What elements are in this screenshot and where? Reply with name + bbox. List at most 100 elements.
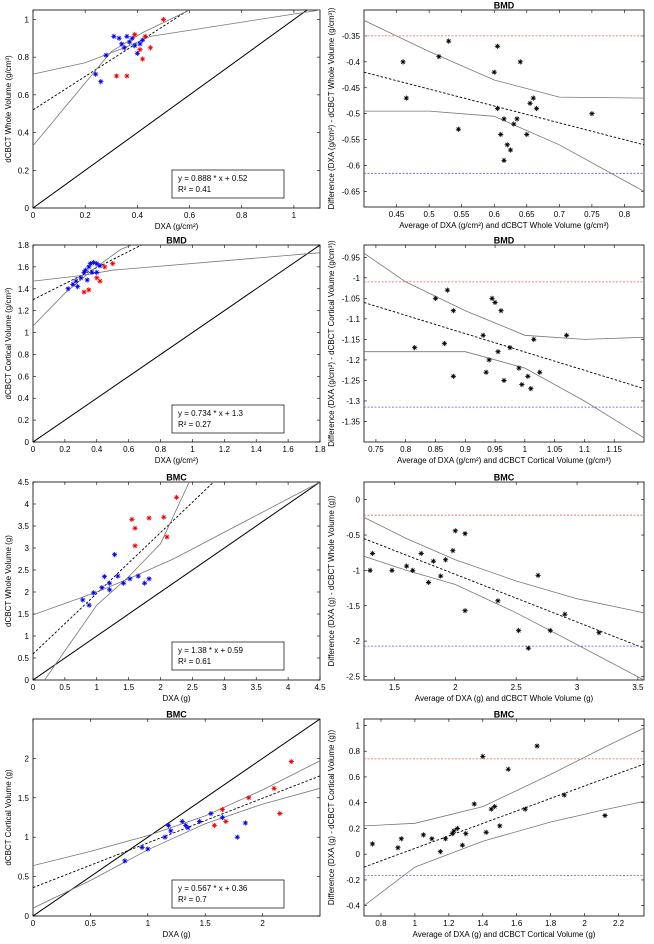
ci-upper-curve [364,727,644,827]
x-tick-label: 0.85 [428,445,444,454]
data-point-blue [126,39,133,45]
data-point-diff [429,836,435,842]
x-tick-label: 0.5 [424,210,436,219]
identity-line [33,719,320,916]
data-point-blue [90,590,97,596]
data-point-diff [446,38,452,44]
x-tick-label: 1.6 [511,919,523,928]
data-point-blue [112,552,118,558]
ci-lower-curve [33,245,133,327]
data-point-blue [116,35,122,41]
x-tick-label: 1.5 [123,683,135,692]
x-axis-label: Average of DXA (g) and dCBCT Whole Volum… [415,694,594,703]
data-point-diff [501,377,507,384]
identity-line [33,482,320,680]
data-point-diff [494,105,501,112]
data-point-diff [535,572,541,578]
y-tick-label: 0 [25,676,30,685]
r-squared: R² = 0.7 [178,895,207,904]
x-tick-label: 0.8 [375,919,387,928]
x-tick-label: 0.4 [132,211,144,220]
y-tick-label: 2.5 [18,566,30,575]
y-tick-label: -0.45 [342,84,361,93]
y-tick-label: 0.6 [349,773,361,782]
chart-title: BMC [166,710,187,720]
chart-p4: 0.75 0.8 0.85 0.9 0.95 1 1.05 1.1 1.15 -1.35 -1.3 -… [327,236,645,465]
chart-title: BMC [494,473,515,483]
y-tick-label: 1.6 [18,263,30,272]
y-tick-label: -1.5 [346,602,360,611]
data-point-diff [488,806,494,812]
chart-p1: 0 0.2 0.4 0.6 0.8 1 0 0.2 0.4 0.6 0.8 1 DXA (g/cm²) d… [4,9,321,231]
data-point-blue [196,818,203,825]
x-tick-label: 1 [146,919,151,928]
data-point-diff [430,558,436,564]
data-point-diff [459,842,466,848]
x-tick-label: 0.45 [389,210,405,219]
data-point-diff [527,100,533,106]
x-tick-label: 1.2 [219,445,231,454]
data-point-diff [511,121,517,127]
data-point-blue [179,818,185,825]
chart-title: BMD [494,1,515,11]
chart-p8: 0.8 1 1.2 1.4 1.6 1.8 2 2.2 -0.4 -0.2 0 0.2 0.4 0.6 0.… [327,710,645,939]
data-point-red [81,289,87,295]
data-point-diff [367,567,373,573]
data-point-diff [418,550,424,557]
data-point-blue [127,576,133,582]
plot-content [33,719,320,916]
y-tick-label: 1 [25,15,30,24]
y-tick-label: 0 [356,496,361,505]
y-tick-label: 0.8 [349,747,361,756]
data-point-diff [514,116,520,122]
equation-box [171,879,285,909]
trend-line [364,302,644,390]
chart-title: BMD [494,236,515,246]
regression-equation: y = 1.38 * x + 0.59 [178,646,243,655]
x-tick-label: 1.05 [547,445,563,454]
data-point-diff [501,116,507,122]
ci-lower-curve [364,110,644,192]
y-tick-label: 0.6 [18,372,30,381]
x-tick-label: 2 [260,919,265,928]
data-point-diff [494,43,501,49]
y-tick-label: -1.05 [342,294,361,303]
y-tick-label: 0.4 [18,129,30,138]
data-point-red [146,515,152,521]
data-point-diff [498,131,504,138]
y-tick-label: 1.5 [18,794,30,803]
data-point-diff [452,528,458,534]
data-point-blue [134,50,140,56]
data-point-blue [93,71,99,77]
data-point-blue [120,580,127,586]
y-axis-label: Difference (DXA (g) - dCBCT Cortical Vol… [327,730,336,906]
data-point-red [147,45,154,51]
data-point-diff [444,287,451,293]
data-point-red [102,264,108,270]
ci-lower-curve [44,482,190,680]
data-point-red [110,261,116,267]
y-tick-label: -1.3 [346,397,360,406]
data-point-blue [65,286,71,292]
plot-content [364,20,644,192]
x-tick-label: 0.8 [236,211,248,220]
data-point-red [97,278,103,284]
x-tick-label: 1 [190,445,195,454]
trend-line [364,538,644,649]
data-point-blue [185,825,191,831]
data-point-diff [495,349,501,355]
data-point-blue [183,822,189,828]
data-point-diff [516,627,522,634]
data-point-blue [122,858,128,864]
equation-box [171,404,285,434]
x-tick-label: 0.4 [91,445,103,454]
data-point-diff [525,373,531,379]
data-point-blue [90,259,97,266]
regression-equation: y = 0.567 * x + 0.36 [178,884,248,893]
plot-content [33,10,320,208]
data-point-diff [563,332,570,338]
x-tick-label: 0.8 [619,210,631,219]
data-point-blue [124,33,130,39]
chart-title: BMC [494,710,515,720]
y-tick-label: 1.2 [18,307,30,316]
